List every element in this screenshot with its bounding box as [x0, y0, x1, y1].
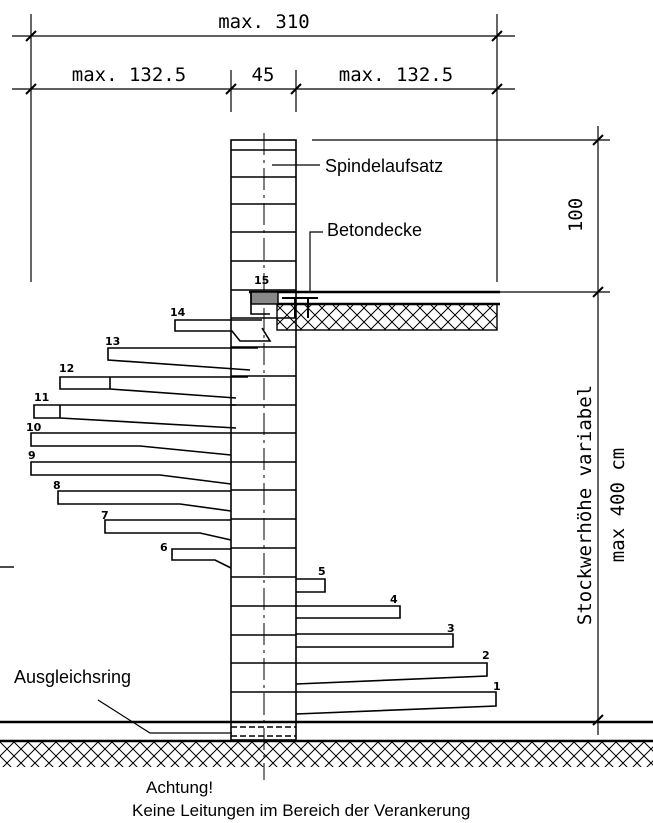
step-number: 1: [493, 680, 501, 693]
floor-height-label-1: Stockwerhöhe variabel: [574, 385, 596, 625]
step-11: [33, 404, 237, 429]
dimension-ticks: [25, 30, 503, 95]
step-number: 11: [34, 391, 49, 404]
step-number: 4: [390, 593, 398, 606]
step-2: [295, 662, 488, 685]
step-5: [296, 578, 326, 593]
step-15: [250, 292, 270, 315]
concrete-ceiling: [249, 290, 500, 331]
step-number: 12: [59, 362, 74, 375]
anchor-bolts: [282, 297, 318, 318]
step-3: [296, 633, 454, 648]
height-dimension-ticks: [592, 134, 604, 726]
step-number: 6: [160, 541, 168, 554]
concrete-ceiling-label: Betondecke: [327, 220, 422, 240]
step-number: 7: [101, 509, 109, 522]
step-12: [59, 376, 248, 399]
warning-text: Keine Leitungen im Bereich der Verankeru…: [132, 801, 470, 820]
total-width-label: max. 310: [218, 11, 310, 33]
ground: [0, 720, 653, 767]
leveling-ring-label: Ausgleichsring: [14, 667, 131, 687]
step-4: [296, 605, 401, 619]
step-1: [295, 691, 497, 715]
landing-connector: [250, 291, 279, 305]
spindle-top-label: Spindelaufsatz: [325, 156, 443, 176]
left-width-label: max. 132.5: [72, 64, 186, 86]
step-7: [104, 519, 232, 541]
height-dimension-lines: [312, 126, 610, 735]
step-8: [57, 490, 232, 512]
step-9: [30, 461, 232, 485]
leveling-ring-leader: [97, 699, 232, 734]
step-number: 9: [28, 449, 36, 462]
step-14: [174, 319, 272, 342]
step-10: [30, 432, 232, 456]
center-width-label: 45: [252, 64, 275, 86]
steps-right: [295, 578, 497, 715]
warning-title: Achtung!: [146, 778, 213, 797]
step-number: 15: [254, 274, 269, 287]
top-dimension-lines: [12, 14, 515, 282]
step-numbers: 1 2 3 4 5 6 7 8 9 10 11 12 13 14 15: [26, 274, 501, 693]
step-number: 14: [170, 306, 186, 319]
step-number: 8: [53, 479, 61, 492]
step-number: 13: [105, 335, 120, 348]
right-width-label: max. 132.5: [339, 64, 453, 86]
step-number: 2: [482, 649, 490, 662]
step-number: 5: [318, 565, 326, 578]
top-height-label: 100: [565, 198, 587, 232]
leveling-ring: [231, 726, 296, 737]
concrete-ceiling-leader: [309, 231, 323, 293]
floor-height-label-2: max 400 cm: [607, 448, 629, 562]
steps-left: [30, 292, 272, 569]
step-number: 3: [447, 622, 455, 635]
step-6: [171, 548, 232, 569]
step-13: [107, 347, 258, 371]
step-number: 10: [26, 421, 42, 434]
